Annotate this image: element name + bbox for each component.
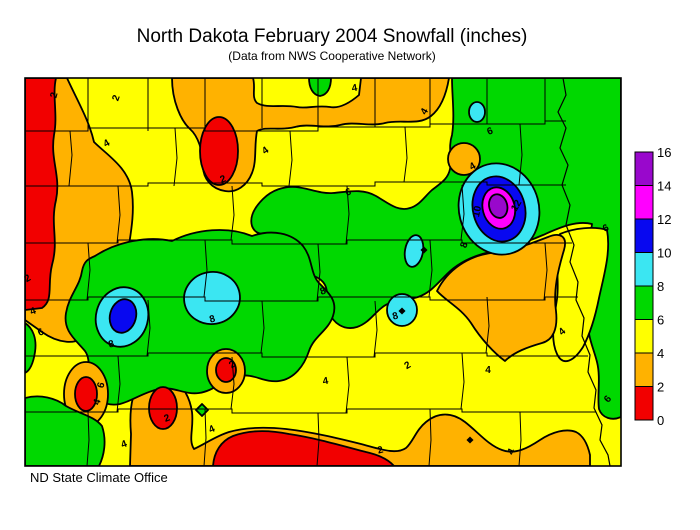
contour-label: 4 xyxy=(485,365,491,376)
map-region-orange-small-ne xyxy=(447,142,481,176)
station-marker xyxy=(420,246,428,254)
contour-label: 10 xyxy=(471,204,484,218)
map-region-red-spot-southwest xyxy=(74,376,98,412)
map-frame xyxy=(24,77,622,467)
legend-value: 4 xyxy=(657,346,664,361)
map-region-red-north-central xyxy=(199,116,239,186)
contour-label: 8 xyxy=(459,240,471,249)
contour-label: 4 xyxy=(557,326,569,338)
contour-label: 4 xyxy=(29,305,38,317)
contour-label: 2 xyxy=(49,91,61,100)
contour-label: 6 xyxy=(344,186,353,198)
map-region-cyan-small-top xyxy=(468,101,486,123)
contour-label: 4 xyxy=(468,160,479,173)
contour-label: 2 xyxy=(23,272,34,285)
contour-label: 4 xyxy=(207,423,217,436)
contour-label: 12 xyxy=(509,198,524,214)
contour-label: 2 xyxy=(227,359,238,371)
legend-swatch-yellow xyxy=(634,319,654,354)
contour-label: 8 xyxy=(391,310,400,322)
map-region-green-west-sliver xyxy=(25,322,37,374)
county-boundaries xyxy=(25,78,596,466)
legend-swatch-red xyxy=(634,386,654,421)
contour-label: 4 xyxy=(102,137,113,150)
contour-label: 6 xyxy=(601,222,611,235)
contour-label: 2 xyxy=(403,359,414,372)
contour-label: 6 xyxy=(486,125,495,137)
map-region-blue-southwest-core xyxy=(108,298,138,334)
contour-label: 8 xyxy=(107,338,116,350)
snowfall-colorbar-legend: 16 14 12 10 8 6 4 2 0 xyxy=(634,145,671,428)
contour-label: 4 xyxy=(506,447,519,457)
contour-value-labels: 2 2 4 2 4 4 4 6 6 4 8 10 12 6 8 8 2 4 6 4 4 6 2 8 4 2 8 6 2 4 4 2 4 4 xyxy=(23,83,615,457)
contour-label: 6 xyxy=(96,381,108,390)
contour-label: 4 xyxy=(322,376,330,388)
contour-label: 2 xyxy=(376,444,385,456)
map-region-yellow-east-pocket xyxy=(552,227,610,363)
contour-label: 8 xyxy=(208,313,217,325)
map-region-red-west-strip xyxy=(25,78,59,311)
legend-swatch-purple xyxy=(634,151,654,186)
credit-text: ND State Climate Office xyxy=(30,470,168,485)
red-river-state-border xyxy=(557,78,611,466)
station-markers xyxy=(398,246,474,444)
station-marker xyxy=(466,436,474,444)
map-region-green-top-finger xyxy=(308,78,332,97)
contour-label: 4 xyxy=(120,438,129,450)
legend-value: 0 xyxy=(657,413,664,428)
legend-swatch-magenta xyxy=(634,185,654,220)
legend-swatch-cyan xyxy=(634,252,654,287)
contour-label: 8 xyxy=(319,285,328,297)
contour-label: 2 xyxy=(111,93,123,102)
contour-label: 4 xyxy=(92,397,104,406)
page-subtitle: (Data from NWS Cooperative Network) xyxy=(228,49,435,63)
map-region-red-spot-central xyxy=(215,357,237,383)
legend-swatch-blue xyxy=(634,218,654,253)
legend-swatch-orange xyxy=(634,352,654,387)
map-region-red-bottom xyxy=(212,430,395,466)
map-region-purple-ne-max xyxy=(488,193,509,219)
legend-value: 8 xyxy=(657,279,664,294)
ne-snowfall-maximum xyxy=(457,162,541,256)
map-region-orange-top-band xyxy=(171,78,450,193)
contour-label: 4 xyxy=(260,145,271,157)
legend-value: 12 xyxy=(657,212,671,227)
station-marker xyxy=(398,307,406,315)
page-title: North Dakota February 2004 Snowfall (inc… xyxy=(137,26,528,47)
contour-label: 2 xyxy=(219,173,228,185)
legend-value: 10 xyxy=(657,246,671,261)
legend-swatch-green xyxy=(634,285,654,320)
map-region-cyan-central-small xyxy=(403,234,425,268)
contour-label: 6 xyxy=(36,326,46,339)
contour-label: 2 xyxy=(163,412,172,424)
legend-value: 2 xyxy=(657,380,664,395)
map-region-cyan-southwest-east xyxy=(183,271,241,325)
legend-value: 6 xyxy=(657,313,664,328)
map-region-red-spot-south xyxy=(148,386,178,430)
map-region-green-bottom-left xyxy=(25,395,106,466)
contour-map xyxy=(25,78,621,466)
legend-value: 14 xyxy=(657,179,671,194)
contour-label: 6 xyxy=(602,393,614,405)
contour-label: 4 xyxy=(419,106,432,117)
contour-label: 4 xyxy=(351,83,359,95)
legend-value: 16 xyxy=(657,145,671,160)
